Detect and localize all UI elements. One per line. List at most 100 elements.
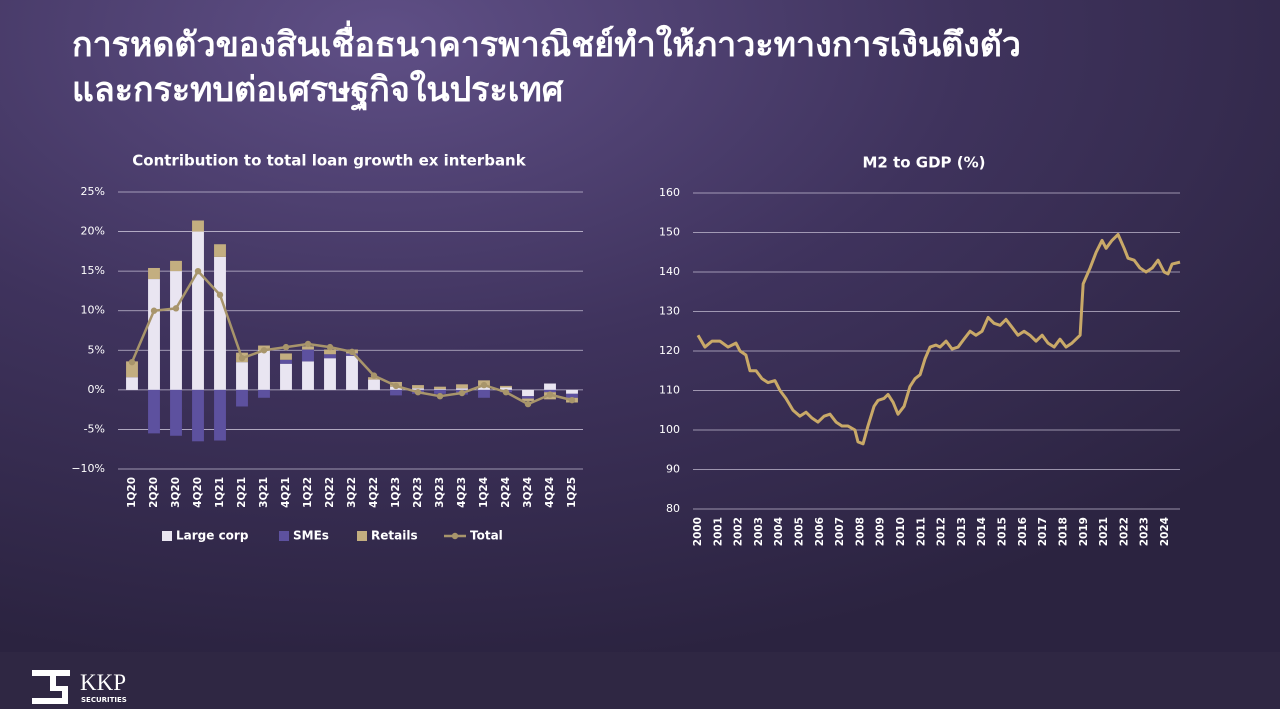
legend-label: SMEs (293, 529, 329, 543)
x-tick-label: 2012 (936, 517, 948, 546)
x-tick-label: 2Q24 (500, 477, 512, 508)
bar-segment (280, 353, 292, 360)
x-tick-label: 2018 (1057, 517, 1069, 546)
bar-segment (214, 244, 226, 257)
x-tick-label: 2000 (692, 517, 704, 546)
bar-segment (236, 389, 248, 407)
legend-label: Retails (371, 529, 418, 543)
total-marker (194, 267, 202, 275)
x-tick-label: 2019 (1078, 517, 1090, 546)
legend-swatch (357, 531, 367, 541)
x-tick-label: 3Q24 (522, 477, 534, 508)
total-marker (150, 307, 158, 314)
bar-segment (192, 231, 204, 390)
y-tick-label: −10% (71, 462, 105, 475)
bar-segment (434, 389, 446, 394)
x-tick-label: 2001 (712, 517, 724, 546)
total-marker (480, 381, 488, 389)
x-tick-label: 2Q23 (412, 477, 424, 508)
bar-segment (214, 256, 226, 390)
bar-segment (324, 349, 336, 355)
x-tick-label: 1Q23 (390, 477, 402, 508)
x-tick-label: 2023 (1139, 517, 1151, 546)
legend-label: Large corp (176, 529, 249, 543)
legend-item: Large corp (162, 529, 249, 543)
legend-item: Retails (357, 529, 418, 543)
bar-segment (566, 389, 578, 394)
bar-segment (368, 379, 380, 390)
logo: KKP SECURITIES (32, 670, 127, 704)
x-tick-label: 3Q20 (170, 477, 182, 508)
title-line: การหดตัวของสินเชื่อธนาคารพาณิชย์ทำให้ภาว… (72, 20, 1021, 65)
x-tick-label: 3Q22 (346, 477, 358, 508)
total-marker (260, 347, 268, 354)
bar-segment (390, 389, 402, 396)
legend-marker (451, 532, 459, 540)
bar-segment (148, 279, 160, 390)
x-tick-label: 1Q20 (126, 477, 138, 508)
x-tick-label: 3Q21 (258, 477, 270, 508)
logo-text: KKP (80, 670, 126, 695)
x-tick-label: 4Q20 (192, 477, 204, 508)
y-tick-label: 90 (666, 463, 680, 476)
legend-item: SMEs (279, 529, 329, 543)
bar-segment (434, 389, 446, 390)
bar-segment (500, 385, 512, 388)
bar-segment (148, 267, 160, 280)
bar-segment (522, 389, 534, 397)
logo-subtext: SECURITIES (81, 696, 127, 704)
x-tick-label: 1Q21 (214, 477, 226, 508)
bar-segment (280, 363, 292, 390)
total-marker (502, 389, 510, 396)
y-tick-label: 160 (659, 186, 680, 199)
total-marker (216, 291, 224, 299)
bar-segment (412, 385, 424, 389)
bar-segment (170, 260, 182, 272)
x-tick-label: 2021 (1098, 517, 1110, 546)
x-tick-label: 4Q22 (368, 477, 380, 508)
bar-segment (566, 393, 578, 398)
x-tick-label: 4Q23 (456, 477, 468, 508)
x-tick-label: 2002 (733, 517, 745, 546)
bar-segment (456, 384, 468, 389)
bar-segment (500, 387, 512, 390)
x-tick-label: 1Q25 (566, 477, 578, 508)
bar-segment (214, 389, 226, 441)
bar-segment (544, 383, 556, 390)
bar-segment (434, 386, 446, 390)
y-tick-label: 110 (659, 384, 680, 397)
x-tick-label: 4Q21 (280, 477, 292, 508)
x-tick-label: 2003 (753, 517, 765, 546)
bar-segment (192, 220, 204, 232)
x-tick-label: 2Q20 (148, 477, 160, 508)
bar-segment (522, 396, 534, 399)
legend-label: Total (470, 529, 503, 543)
total-marker (414, 389, 422, 396)
x-tick-label: 2015 (997, 517, 1009, 546)
legend-swatch (279, 531, 289, 541)
x-tick-label: 2016 (1017, 517, 1029, 546)
total-marker (546, 391, 554, 398)
bar-segment (192, 389, 204, 442)
x-tick-label: 4Q24 (544, 477, 556, 508)
total-marker (436, 392, 444, 400)
bar-segment (126, 377, 138, 390)
total-marker (524, 400, 532, 408)
y-tick-label: 20% (81, 225, 105, 238)
x-tick-label: 2Q22 (324, 477, 336, 508)
bar-segment (324, 354, 336, 359)
logo-icon (32, 670, 70, 704)
bar-segment (544, 389, 556, 393)
total-marker (458, 389, 466, 397)
x-tick-label: 2013 (956, 517, 968, 546)
legend-item: Total (444, 529, 503, 543)
bar-segment (258, 389, 270, 398)
x-tick-label: 2024 (1159, 517, 1171, 546)
bar-segment (170, 389, 182, 436)
x-tick-label: 2009 (875, 517, 887, 546)
footer-band (0, 652, 1280, 709)
bar-segment (126, 361, 138, 378)
y-tick-label: 150 (659, 226, 680, 239)
